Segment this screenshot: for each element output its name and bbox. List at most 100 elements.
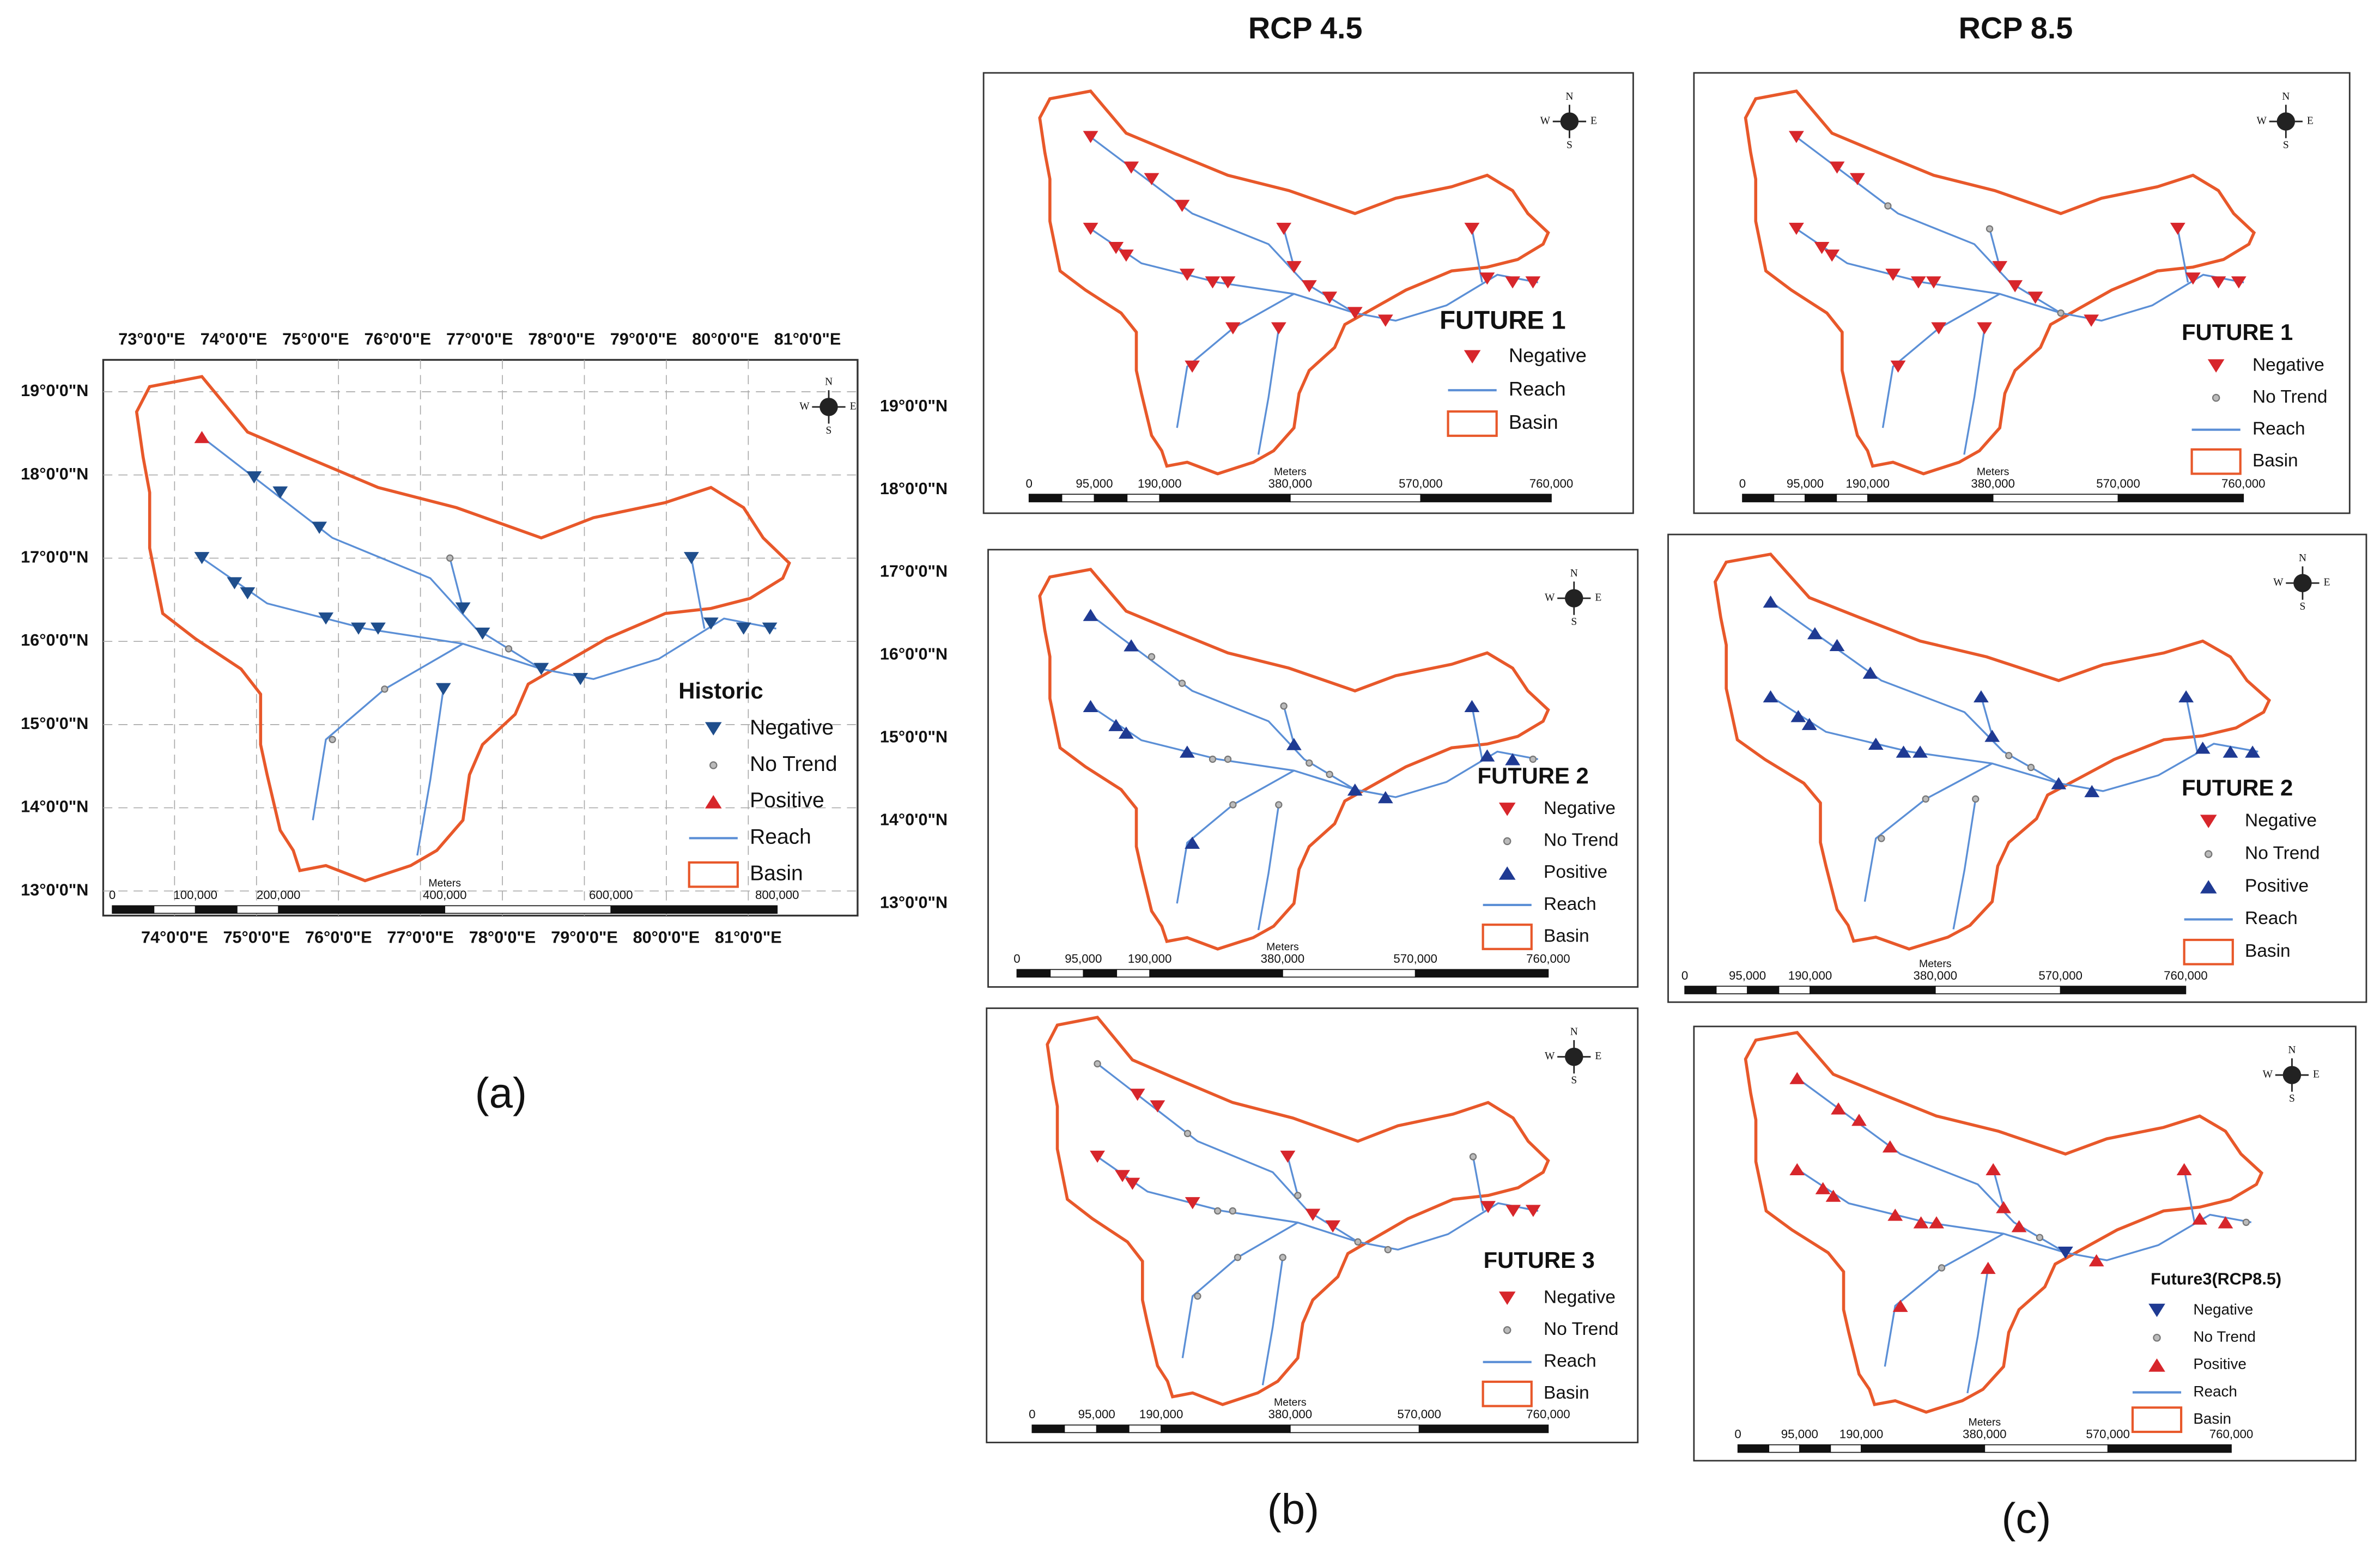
scale-label: 570,000: [2096, 477, 2140, 490]
scale-label: 760,000: [1529, 477, 1574, 490]
trend-symbol: [2153, 1333, 2161, 1342]
latitude-label: 13°0'0"N: [880, 893, 948, 912]
trend-symbol: [435, 683, 451, 695]
scale-unit: Meters: [428, 877, 461, 889]
compass-letter: E: [850, 400, 857, 412]
trend-symbol: [329, 736, 336, 743]
trend-symbol: [2212, 393, 2220, 402]
trend-symbol: [1479, 749, 1495, 762]
scale-bar: [1861, 1444, 1986, 1453]
trend-symbol: [381, 685, 388, 693]
trend-symbol: [1831, 1102, 1846, 1115]
trend-symbol: [2148, 1358, 2165, 1372]
legend-label: No Trend: [2245, 843, 2320, 863]
trend-symbol: [709, 761, 718, 769]
trend-symbol: [2027, 763, 2035, 772]
trend-symbol: [1984, 730, 2000, 742]
trend-symbol: [246, 471, 262, 484]
trend-symbol: [1354, 1238, 1362, 1246]
reach: [1471, 706, 1483, 760]
trend-symbol: [446, 554, 454, 562]
trend-symbol: [1294, 1192, 1302, 1199]
legend-label: Negative: [750, 716, 834, 739]
trend-symbol: [1469, 1153, 1477, 1161]
trend-symbol: [1788, 131, 1804, 143]
reach: [449, 557, 464, 609]
trend-symbol: [2027, 291, 2043, 304]
scale-label: 760,000: [2221, 477, 2266, 490]
trend-symbol: [1229, 1207, 1236, 1215]
panel-title: FUTURE 3: [1484, 1247, 1595, 1273]
trend-symbol: [533, 663, 549, 675]
latitude-label: 16°0'0"N: [21, 631, 88, 649]
figure-label: (b): [1267, 1485, 1319, 1533]
legend-label: Negative: [2252, 355, 2324, 375]
trend-symbol: [2036, 1234, 2044, 1241]
trend-symbol: [703, 617, 719, 630]
trend-symbol: [1279, 1254, 1286, 1261]
trend-symbol: [1115, 1170, 1130, 1182]
scale-bar: [1420, 494, 1552, 502]
trend-symbol: [1829, 161, 1845, 174]
trend-symbol: [1229, 801, 1237, 809]
scale-bar: [1836, 494, 1868, 502]
longitude-label: 80°0'0"E: [633, 928, 700, 946]
trend-symbol: [2084, 785, 2100, 798]
scale-bar: [1126, 494, 1161, 502]
trend-symbol: [1090, 1150, 1105, 1163]
compass-letter: E: [2324, 577, 2330, 588]
scale-label: 190,000: [1138, 477, 1182, 490]
compass-letter: E: [1590, 115, 1597, 126]
trend-symbol: [2211, 276, 2226, 289]
trend-symbol: [1124, 161, 1139, 174]
scale-bar: [1031, 1424, 1065, 1434]
basin-outline: [1046, 1016, 1550, 1406]
compass-letter: E: [1595, 1050, 1601, 1062]
scale-bar: [1715, 986, 1748, 994]
compass-letter: N: [1570, 1027, 1578, 1038]
scale-bar: [1778, 986, 1811, 994]
trend-symbol: [1788, 222, 1804, 235]
trend-symbol: [1885, 269, 1901, 281]
column-header: RCP 8.5: [1959, 11, 2073, 45]
trend-symbol: [1174, 199, 1190, 212]
scale-bar: [1161, 1424, 1291, 1434]
legend-label: Basin: [1544, 1383, 1589, 1403]
scale-bar: [1773, 494, 1806, 502]
reach: [1770, 695, 2059, 785]
scale-label: 0: [1029, 1407, 1035, 1421]
trend-symbol: [1118, 726, 1134, 739]
scale-label: 0: [109, 888, 116, 902]
trend-symbol: [1980, 1261, 1996, 1274]
legend-label: Reach: [2193, 1383, 2237, 1400]
scale-unit: Meters: [1919, 958, 1952, 970]
trend-symbol: [1926, 276, 1941, 289]
scale-label: 190,000: [1788, 969, 1832, 982]
trend-symbol: [2011, 1220, 2027, 1232]
legend-title: Historic: [678, 678, 763, 703]
scale-bar: [1094, 494, 1128, 502]
trend-symbol: [318, 612, 334, 625]
legend-label: Reach: [2252, 418, 2305, 439]
scale-bar: [1414, 969, 1549, 978]
scale-bar: [1128, 1424, 1162, 1434]
legend-label: Negative: [2245, 810, 2317, 830]
trend-symbol: [351, 622, 366, 635]
scale-bar: [1684, 986, 1717, 994]
legend-label: Basin: [2252, 451, 2298, 471]
reach: [2185, 696, 2199, 752]
latitude-label: 18°0'0"N: [21, 465, 88, 483]
longitude-label: 77°0'0"E: [446, 330, 513, 348]
scale-label: 380,000: [1914, 969, 1958, 982]
trend-symbol: [1849, 173, 1865, 185]
panel-title: FUTURE 2: [2182, 775, 2293, 800]
legend-label: Basin: [750, 862, 803, 885]
map-frame: [1667, 533, 2367, 1003]
basin-outline: [1038, 89, 1550, 476]
scale-label: 760,000: [2209, 1427, 2254, 1441]
reach: [1257, 804, 1280, 931]
trend-symbol: [1884, 202, 1892, 210]
trend-symbol: [1185, 360, 1200, 373]
trend-symbol: [227, 577, 242, 590]
